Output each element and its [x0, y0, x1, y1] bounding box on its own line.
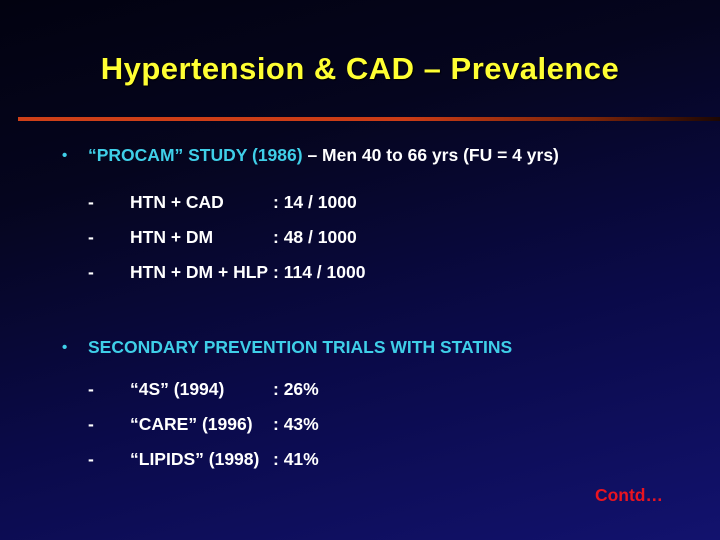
row-value: : 43%	[273, 414, 319, 434]
data-row: - “LIPIDS” (1998) : 41%	[88, 449, 319, 470]
section-2-header-highlight: SECONDARY PREVENTION TRIALS WITH STATINS	[88, 337, 513, 357]
bullet-dot-icon: •	[62, 147, 68, 164]
row-value: : 114 / 1000	[273, 262, 366, 282]
section-1-header: • “PROCAM” STUDY (1986) – Men 40 to 66 yr…	[62, 145, 710, 166]
row-label: “4S” (1994)	[130, 379, 225, 399]
row-label: HTN + DM + HLP	[130, 262, 269, 282]
title-divider-line	[18, 117, 720, 121]
dash-bullet-icon: -	[88, 192, 94, 212]
row-label: HTN + CAD	[130, 192, 224, 212]
dash-bullet-icon: -	[88, 227, 94, 247]
data-row: - “4S” (1994) : 26%	[88, 379, 319, 400]
section-2-header: • SECONDARY PREVENTION TRIALS WITH STATIN…	[62, 337, 710, 358]
row-value: : 48 / 1000	[273, 227, 357, 247]
row-label: HTN + DM	[130, 227, 214, 247]
section-1-header-rest: – Men 40 to 66 yrs (FU = 4 yrs)	[302, 145, 559, 165]
data-row: - HTN + CAD : 14 / 1000	[88, 192, 357, 213]
data-row: - “CARE” (1996) : 43%	[88, 414, 319, 435]
row-label: “LIPIDS” (1998)	[130, 449, 260, 469]
data-row: - HTN + DM : 48 / 1000	[88, 227, 357, 248]
row-value: : 26%	[273, 379, 319, 399]
row-value: : 14 / 1000	[273, 192, 357, 212]
dash-bullet-icon: -	[88, 449, 94, 469]
continued-marker: Contd…	[594, 485, 663, 505]
dash-bullet-icon: -	[88, 262, 94, 282]
bullet-dot-icon: •	[62, 339, 68, 356]
section-1-header-highlight: “PROCAM” STUDY (1986)	[88, 145, 303, 165]
row-label: “CARE” (1996)	[130, 414, 253, 434]
row-value: : 41%	[273, 449, 319, 469]
data-row: - HTN + DM + HLP: 114 / 1000	[88, 262, 365, 283]
dash-bullet-icon: -	[88, 414, 94, 434]
dash-bullet-icon: -	[88, 379, 94, 399]
slide-title: Hypertension & CAD – Prevalence	[100, 51, 620, 86]
